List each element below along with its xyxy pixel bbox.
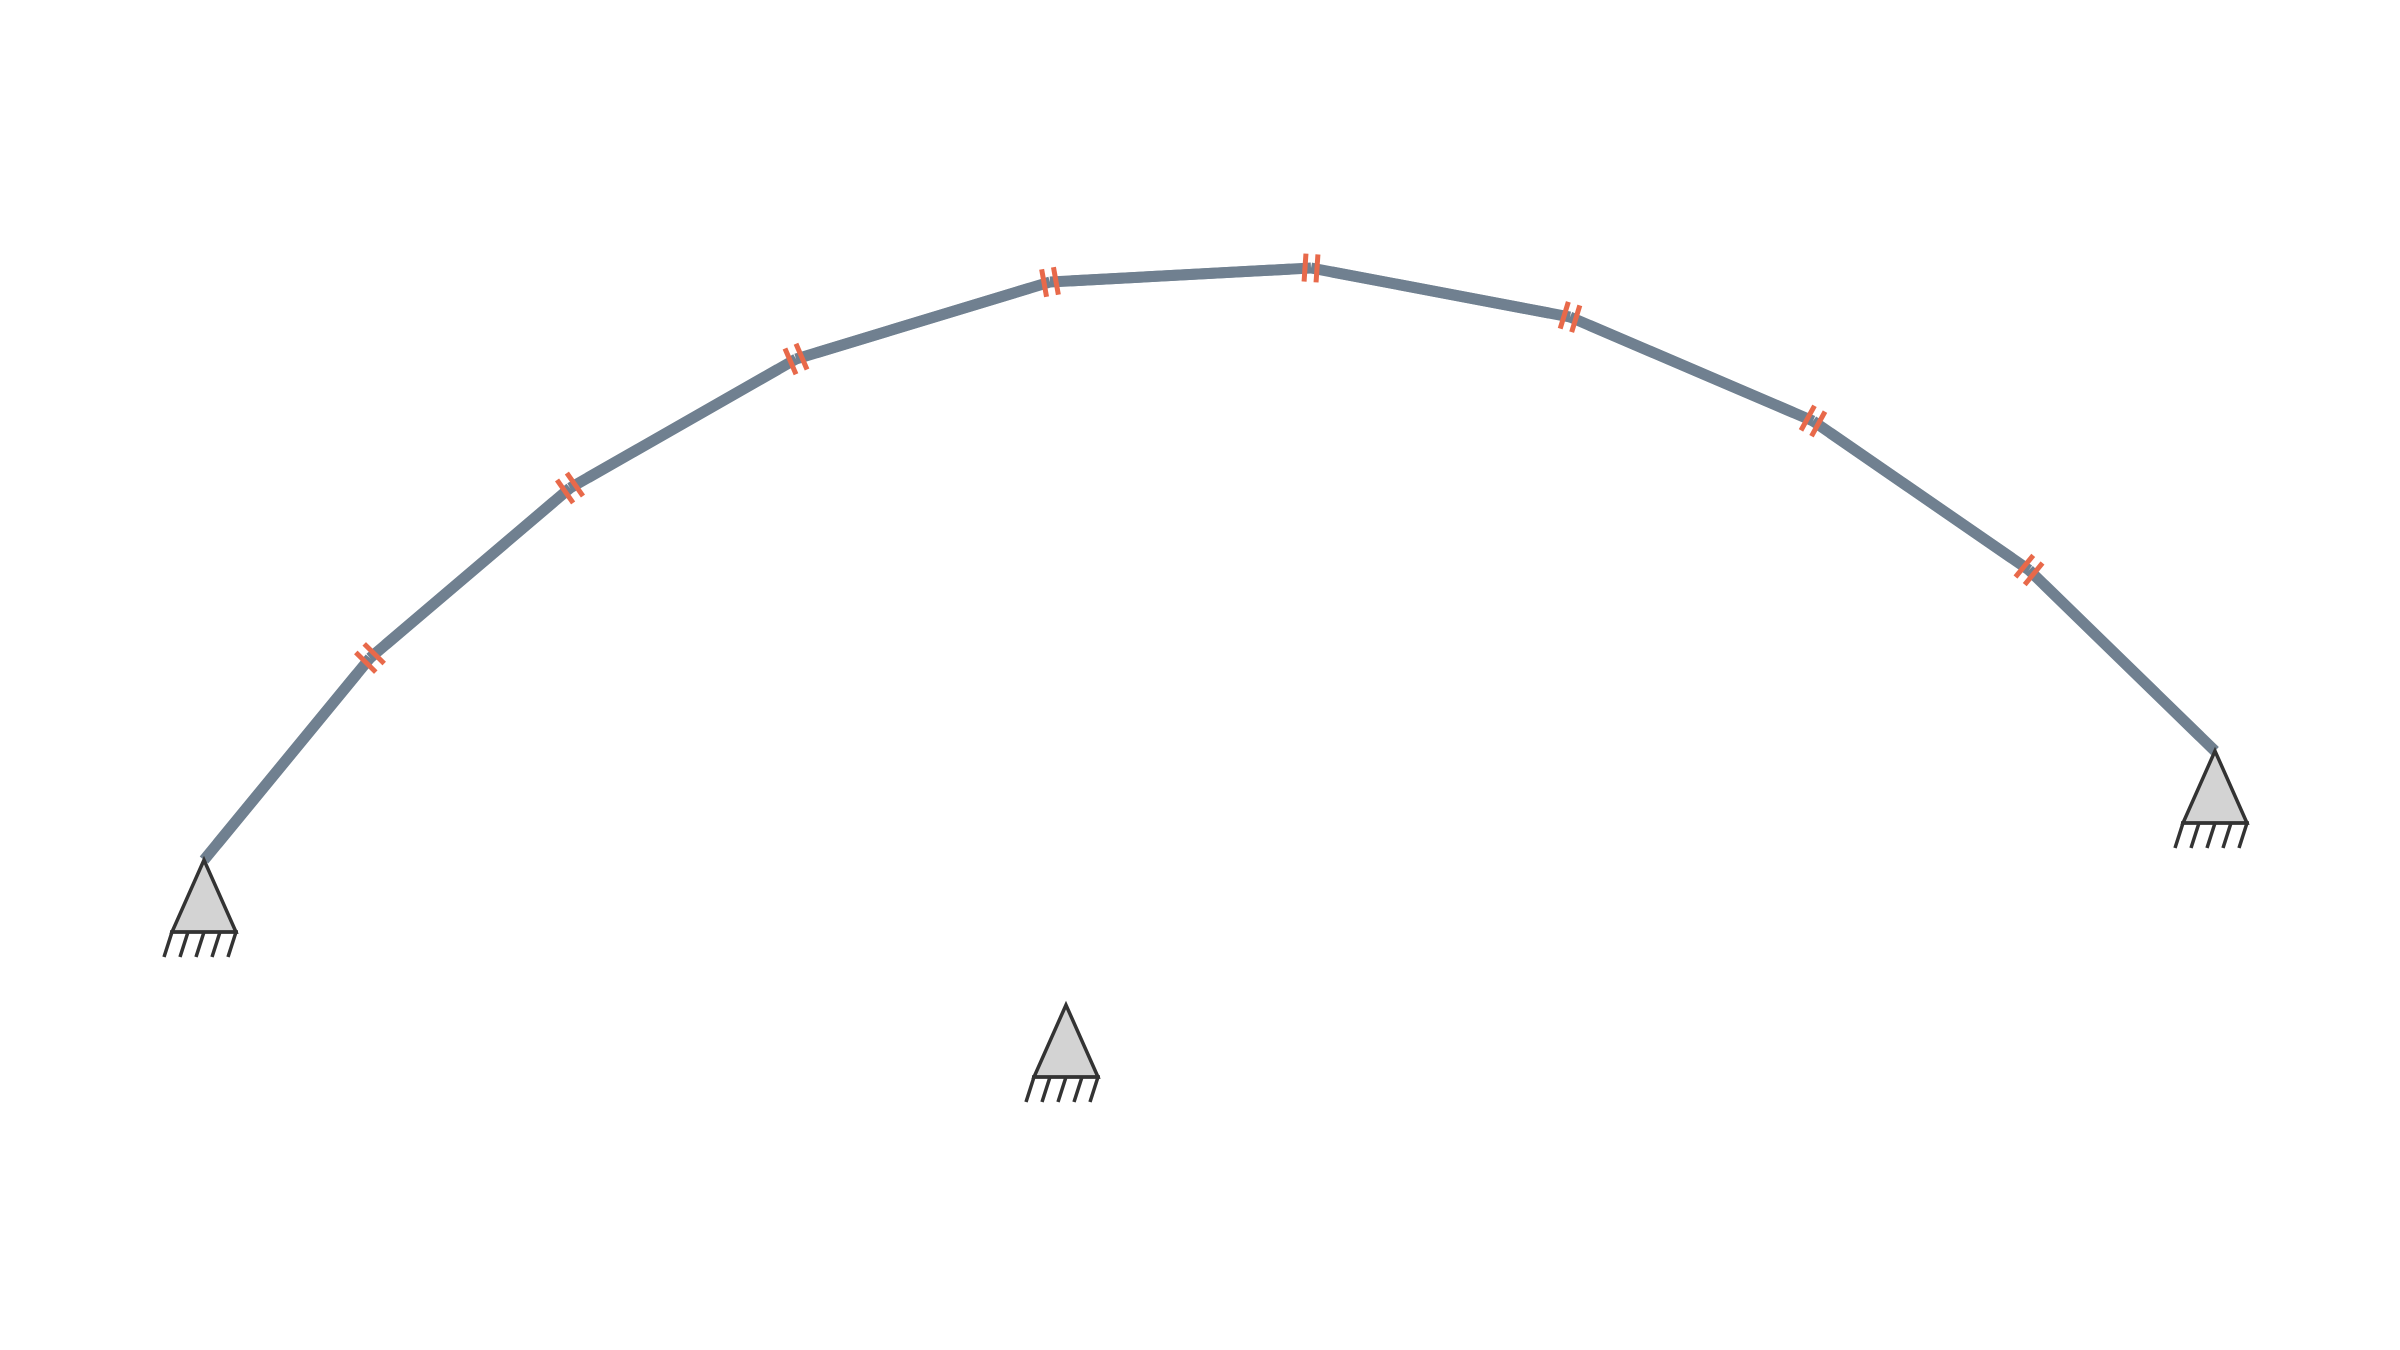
support-hatch-line xyxy=(2205,822,2217,849)
arch-member-core-5 xyxy=(1070,263,1291,287)
hinge-tick-1 xyxy=(782,347,799,376)
hinge-tick-1 xyxy=(354,650,378,674)
hinge-tick-1 xyxy=(1301,253,1309,282)
support-triangle xyxy=(1031,1000,1101,1079)
arch-member-core-2 xyxy=(382,497,558,649)
hinge-marker xyxy=(1557,301,1583,333)
hinge-tick-1 xyxy=(2013,553,2036,579)
pinned-supports xyxy=(162,746,2250,1103)
support-hatch-line xyxy=(162,931,174,958)
hinge-marker xyxy=(1798,404,1828,438)
support-hatch-line xyxy=(1024,1076,1036,1103)
support-hatch-line xyxy=(194,931,206,958)
arch-member-core-9 xyxy=(2040,580,2204,741)
hinge-tick-1 xyxy=(1557,301,1571,330)
arch-member-core-6 xyxy=(1330,266,1551,319)
hinge-marker xyxy=(782,342,810,376)
arch-member-core-1 xyxy=(213,670,361,848)
support-hatch-line xyxy=(2221,822,2233,849)
hinge-marker xyxy=(354,642,386,674)
hinge-tick-2 xyxy=(362,642,386,666)
support-hatch-line xyxy=(1072,1076,1084,1103)
arch-members xyxy=(199,262,2219,864)
hinge-tick-2 xyxy=(2022,561,2045,587)
pinned-support-icon xyxy=(162,855,239,958)
support-hatch-line xyxy=(1040,1076,1052,1103)
hinge-tick-2 xyxy=(1051,266,1061,296)
hinge-marker xyxy=(2013,553,2045,587)
support-hatch-line xyxy=(2237,822,2249,849)
support-hatch-line xyxy=(1088,1076,1100,1103)
hinge-tick-2 xyxy=(1569,304,1583,333)
hinge-marker xyxy=(1301,253,1321,283)
arch-member-core-3 xyxy=(585,364,781,483)
arch-member-core-7 xyxy=(1587,320,1796,418)
hinge-tick-2 xyxy=(793,342,810,371)
support-hatch-line xyxy=(2173,822,2185,849)
support-hatch-line xyxy=(210,931,222,958)
hinge-tick-2 xyxy=(1313,254,1321,283)
hinge-tick-1 xyxy=(554,478,576,505)
support-triangle xyxy=(2180,746,2250,825)
support-triangle xyxy=(169,855,239,934)
hinge-tick-2 xyxy=(564,471,586,498)
internal-hinges xyxy=(354,253,2045,674)
pinned-support-icon xyxy=(2173,746,2250,849)
hinge-tick-1 xyxy=(1798,404,1817,432)
support-hatch-line xyxy=(2189,822,2201,849)
arch-member-core-8 xyxy=(1827,428,2015,563)
support-hatch-line xyxy=(226,931,238,958)
support-hatch-line xyxy=(1056,1076,1068,1103)
hinge-marker xyxy=(1039,266,1061,298)
support-hatch-line xyxy=(178,931,190,958)
pinned-support-icon xyxy=(1024,1000,1101,1103)
hinge-marker xyxy=(554,471,586,505)
hinge-tick-2 xyxy=(1809,410,1828,438)
arch-member-core-4 xyxy=(814,282,1032,359)
hinge-tick-1 xyxy=(1039,268,1049,298)
